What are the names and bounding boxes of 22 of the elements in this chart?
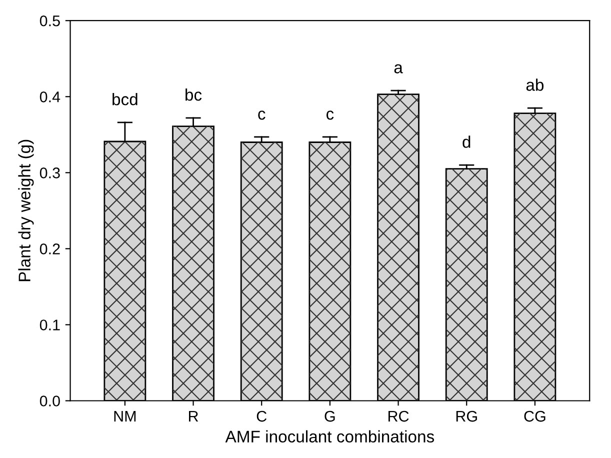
x-tick-label: RG [456,410,477,422]
annotation: bcd [112,93,138,106]
annotation: a [394,64,403,74]
x-axis-title: AMF inoculant combinations [225,430,434,443]
annotation: c [258,110,266,120]
y-tick-label: 0.1 [40,320,60,330]
y-tick-label: 0.4 [40,92,60,102]
x-tick-label: RC [388,410,409,422]
y-axis-title: Plant dry weight (g) [18,140,34,282]
annotation: d [462,136,470,148]
y-tick-label: 0.3 [40,168,60,178]
y-tick-label: 0.0 [40,396,60,406]
y-tick-label: 0.5 [40,15,60,26]
y-tick-label: 0.2 [40,244,60,254]
annotation: c [326,110,334,120]
annotation: bc [186,88,202,101]
x-tick-label: C [256,410,267,422]
x-tick-label: G [324,410,335,422]
annotation: ab [526,78,544,91]
x-tick-label: NM [114,411,136,422]
x-tick-label: R [189,411,198,422]
x-tick-label: CG [524,410,546,422]
